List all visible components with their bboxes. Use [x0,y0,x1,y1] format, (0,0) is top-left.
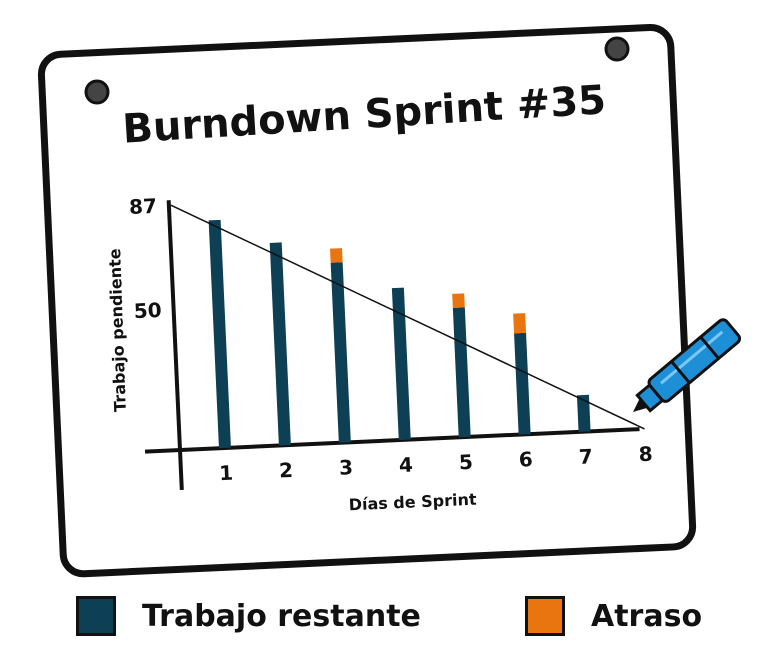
x-tick-label: 8 [638,442,653,467]
x-tick-label: 2 [279,458,294,483]
pin-left-icon [84,79,110,105]
legend-item-remaining: Trabajo restante [76,596,421,636]
y-tick-label: 50 [133,298,162,323]
bar-remaining-day-7 [576,394,591,432]
bar-remaining-day-6 [514,332,531,435]
legend-swatch-remaining [76,596,116,636]
x-tick-label: 1 [219,461,234,486]
bar-delay-day-5 [452,293,465,308]
x-tick-label: 5 [458,450,473,475]
legend-item-delay: Atraso [525,596,702,636]
legend-label-remaining: Trabajo restante [142,598,421,634]
legend-label-delay: Atraso [591,598,703,634]
y-tick-label: 87 [129,194,158,219]
bar-remaining-day-4 [391,287,411,441]
x-tick-label: 7 [578,444,593,469]
bar-delay-day-3 [330,248,343,263]
ideal-burndown-line [170,204,645,430]
x-tick-label: 6 [518,447,533,472]
x-tick-label: 4 [398,452,413,477]
bar-remaining-day-2 [269,242,291,446]
x-tick-label: 3 [338,455,353,480]
bar-delay-day-6 [513,313,527,334]
whiteboard [37,23,697,578]
pin-right-icon [604,36,630,62]
bar-remaining-day-3 [330,262,351,443]
bar-remaining-day-1 [208,219,231,449]
legend: Trabajo restante Atraso [0,590,758,650]
marker-pen-icon [633,318,742,413]
y-axis [166,200,184,491]
legend-swatch-delay [525,596,565,636]
